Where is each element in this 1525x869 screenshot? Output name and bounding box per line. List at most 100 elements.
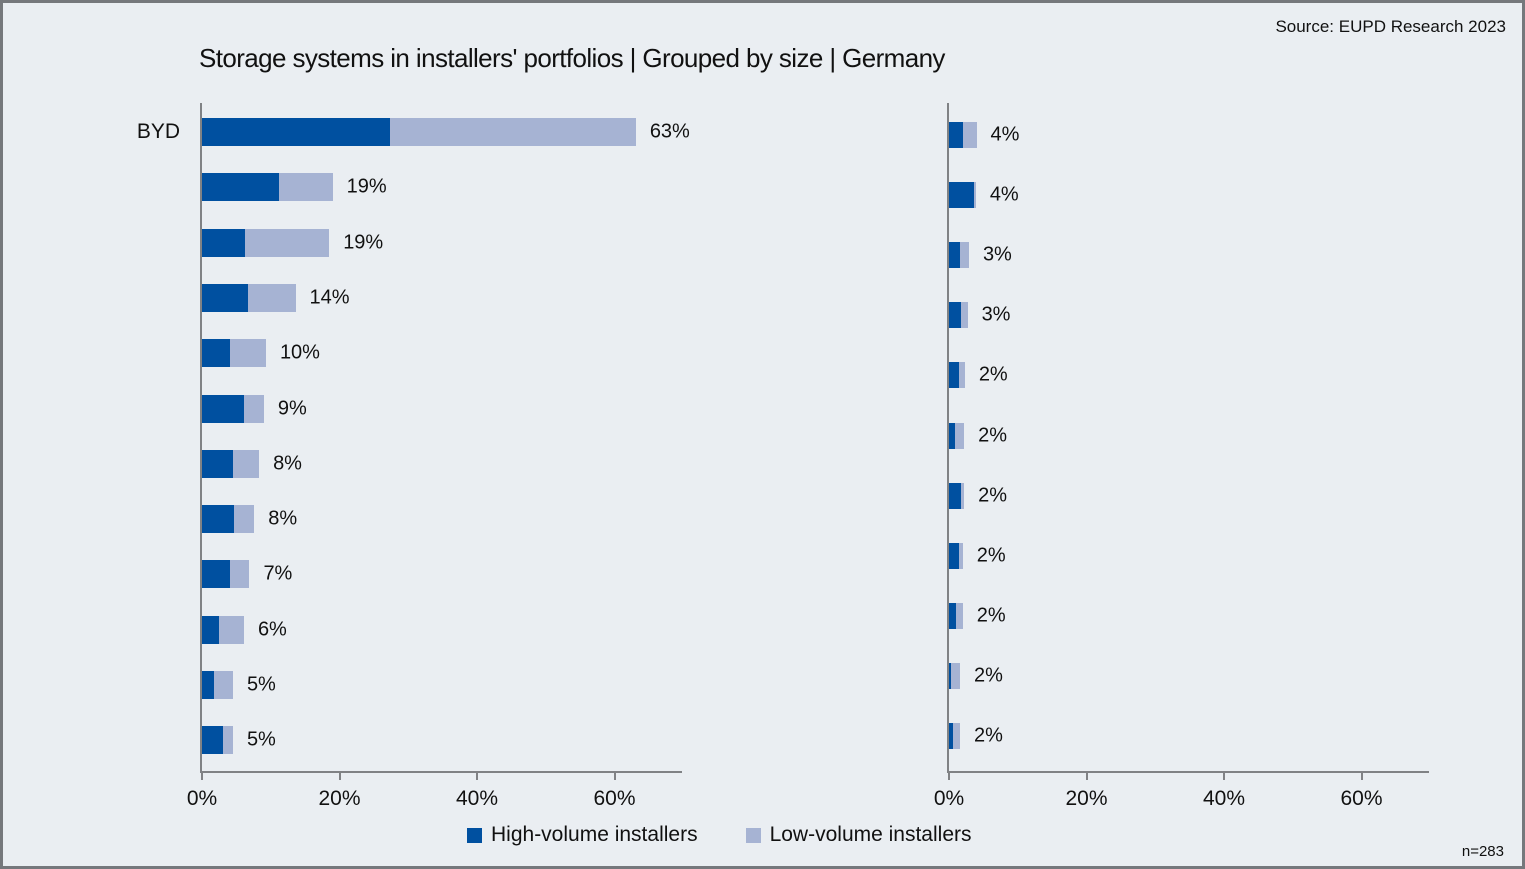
bar-segment-low-volume: [955, 422, 965, 449]
bar-segment-high-volume: [202, 118, 391, 146]
bar-panel-left: 0% 20% 40% 60% BYD 63% 19% 19% 14% 10% 9% 8% 8% 7% 6% 5…: [137, 103, 690, 810]
value-label: 2%: [978, 424, 1008, 446]
stacked-bar: [949, 182, 976, 209]
bar-row: 3%: [949, 302, 1429, 329]
value-label: 3%: [982, 243, 1012, 266]
x-axis-tick: [338, 773, 341, 780]
value-label: 2%: [976, 544, 1006, 567]
bar-segment-low-volume: [963, 122, 977, 148]
x-axis-tick-label: 0%: [186, 787, 218, 810]
bar-segment-low-volume: [232, 449, 260, 478]
bar-row: 19%: [202, 173, 682, 202]
bar-panel-right: 0% 20% 40% 60% 4% 4% 3% 3% 2% 2% 2% 2% 2% 2% 2%: [934, 103, 1429, 810]
bar-segment-low-volume: [960, 482, 965, 509]
x-axis-tick: [1085, 773, 1088, 780]
x-axis-tick: [1360, 773, 1363, 780]
bar-segment-high-volume: [949, 122, 964, 148]
bar-segment-high-volume: [202, 615, 219, 644]
bar-segment-high-volume: [202, 449, 233, 478]
bar-segment-low-volume: [959, 542, 963, 569]
bar-segment-low-volume: [244, 228, 330, 257]
bar-segment-high-volume: [949, 302, 962, 329]
bar-segment-low-volume: [390, 118, 636, 146]
stacked-bar: [202, 394, 264, 423]
bar-segment-high-volume: [949, 723, 954, 749]
bar-row: 2%: [949, 362, 1429, 389]
value-label: 5%: [246, 728, 276, 751]
bar-segment-low-volume: [279, 173, 333, 202]
stacked-bar: [202, 560, 250, 589]
value-label: 3%: [981, 303, 1011, 326]
stacked-bar: [949, 242, 969, 269]
stacked-bar: [202, 173, 333, 202]
legend-swatch-high-volume-icon: [467, 827, 482, 843]
x-axis-tick: [613, 773, 616, 780]
bar-segment-high-volume: [202, 394, 244, 423]
legend-item-high-volume: High-volume installers: [467, 823, 698, 847]
bar-segment-high-volume: [949, 362, 960, 389]
bar-segment-low-volume: [959, 362, 965, 389]
bar-row: 5%: [202, 726, 682, 755]
value-label: 2%: [976, 604, 1006, 627]
legend-label-low-volume: Low-volume installers: [769, 823, 972, 846]
bar-row: 2%: [949, 542, 1429, 569]
bar-row: 5%: [202, 671, 682, 699]
chart-legend: High-volume installers Low-volume instal…: [467, 823, 972, 847]
bar-segment-high-volume: [202, 228, 245, 257]
bar-segment-high-volume: [949, 662, 952, 689]
value-label: 7%: [263, 562, 293, 585]
x-axis-tick: [1223, 773, 1225, 780]
bar-segment-high-volume: [949, 182, 974, 209]
bar-row: 8%: [202, 505, 682, 534]
bar-row: 2%: [949, 422, 1429, 449]
stacked-bar: [949, 602, 963, 629]
stacked-bar: [949, 362, 965, 389]
stacked-bar: [202, 449, 260, 478]
value-label: 10%: [279, 341, 320, 364]
sample-size-label: n=283: [1461, 843, 1504, 860]
value-label: 6%: [257, 618, 287, 641]
stacked-bar: [202, 339, 266, 368]
stacked-bar: [202, 283, 296, 312]
stacked-bar: [202, 505, 255, 534]
x-axis-tick: [201, 773, 203, 780]
bar-segment-low-volume: [243, 394, 264, 423]
value-label: 2%: [974, 724, 1003, 747]
x-axis-tick-label: 0%: [933, 787, 965, 810]
bar-segment-low-volume: [248, 283, 296, 312]
bar-segment-high-volume: [949, 542, 960, 569]
bar-segment-high-volume: [202, 505, 235, 534]
x-axis-tick-label: 20%: [318, 787, 361, 810]
legend-swatch-low-volume-icon: [745, 827, 761, 843]
stacked-bar: [949, 302, 968, 329]
value-label: 4%: [989, 183, 1019, 206]
bar-row: BYD 63%: [137, 118, 690, 146]
value-label: 4%: [990, 123, 1020, 146]
x-axis-tick-label: 40%: [1202, 787, 1246, 810]
bar-row: 14%: [202, 283, 682, 312]
stacked-bar: [202, 228, 330, 257]
x-axis-tick-label: 60%: [1340, 787, 1383, 810]
bar-segment-low-volume: [973, 182, 976, 209]
value-label: 19%: [346, 175, 387, 198]
bar-row: 19%: [202, 228, 682, 257]
bar-segment-high-volume: [949, 242, 960, 269]
stacked-bar: [949, 482, 965, 509]
category-label: BYD: [136, 120, 180, 143]
value-label: 2%: [978, 484, 1008, 507]
x-axis-tick: [476, 773, 478, 780]
bar-row: 10%: [202, 339, 682, 368]
bar-segment-low-volume: [230, 560, 250, 589]
bar-row: 6%: [202, 615, 682, 644]
bar-segment-low-volume: [961, 302, 968, 329]
value-label: 2%: [974, 664, 1003, 687]
stacked-bar: [202, 726, 233, 755]
value-label: 63%: [649, 120, 690, 143]
bar-segment-high-volume: [202, 726, 224, 755]
bar-row: 9%: [202, 394, 682, 423]
value-label: 5%: [246, 673, 276, 696]
source-note: Source: EUPD Research 2023: [1275, 17, 1506, 36]
x-axis-tick-label: 20%: [1065, 787, 1108, 810]
stacked-bar: [949, 422, 965, 449]
bar-row: 2%: [949, 602, 1429, 629]
